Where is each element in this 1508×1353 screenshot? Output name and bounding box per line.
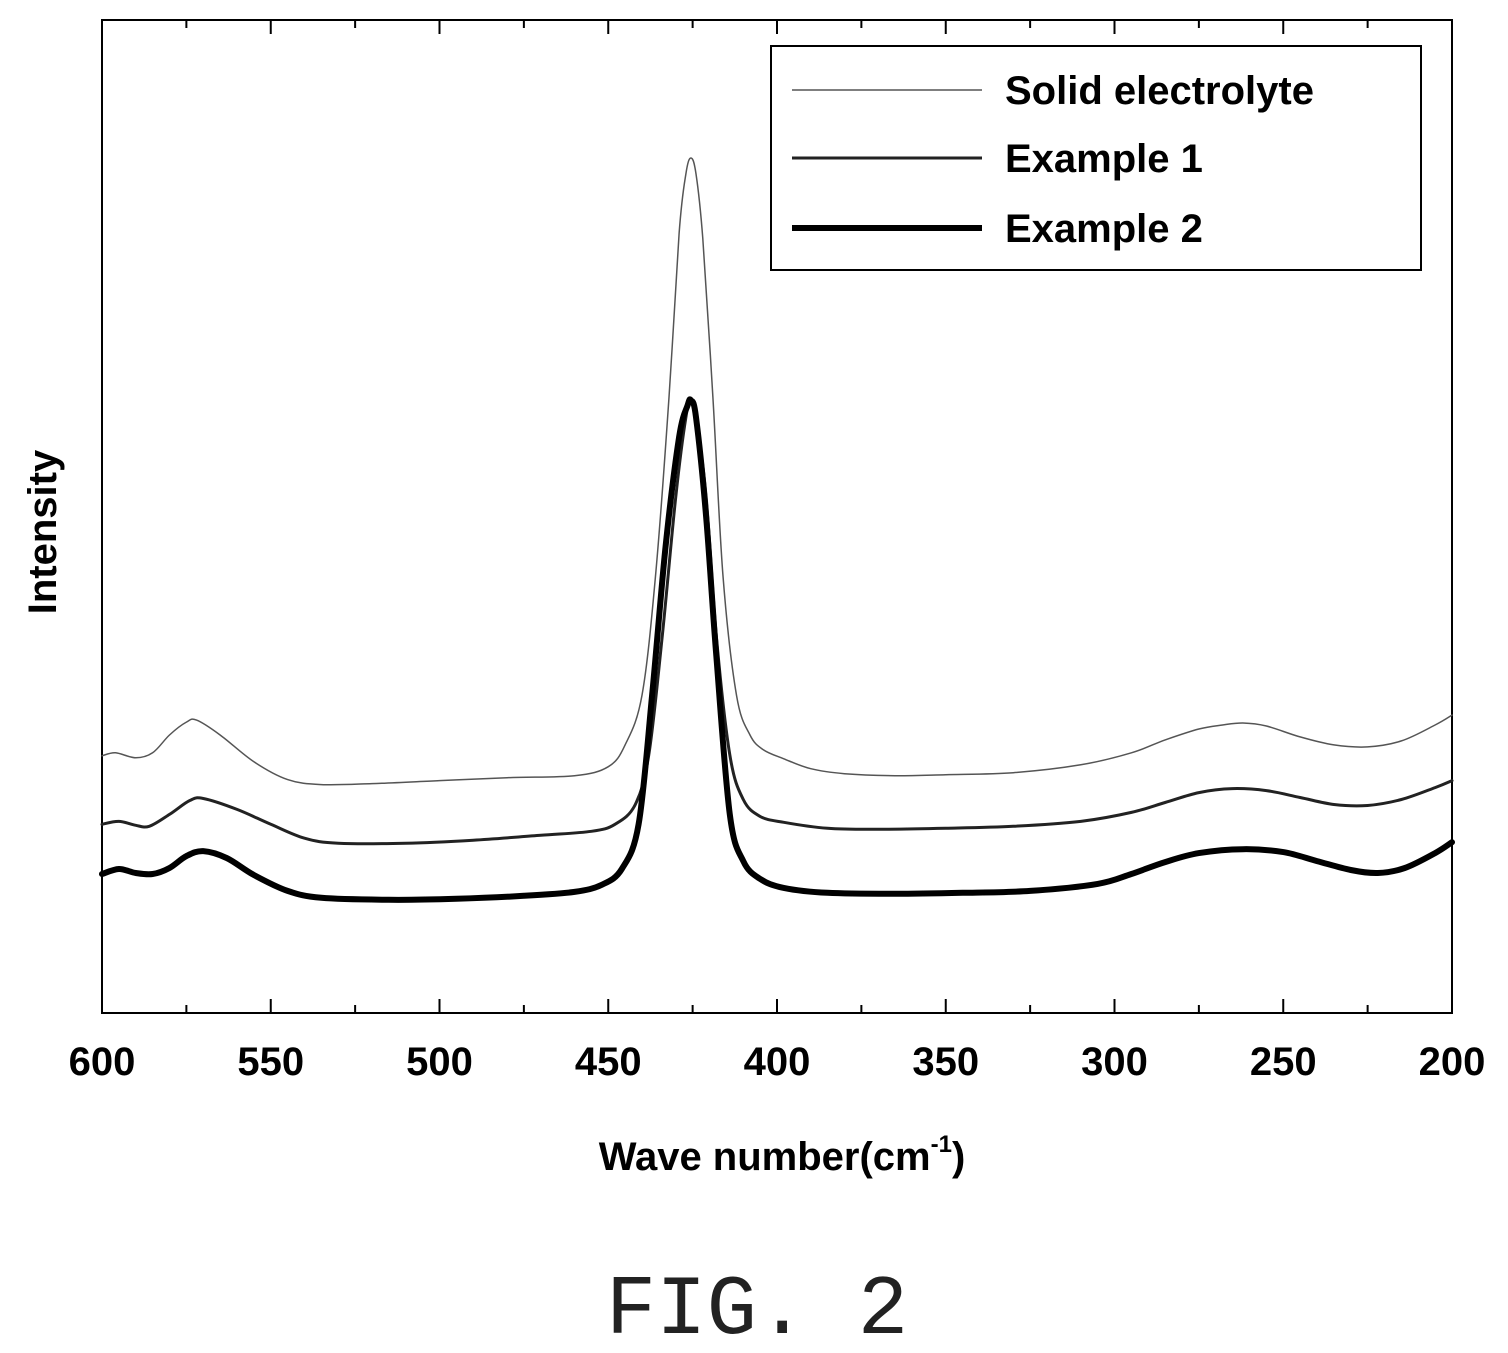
- x-tick-label-400: 400: [744, 1040, 811, 1084]
- figure-caption: FIG. 2: [606, 1264, 908, 1353]
- x-tick-label-550: 550: [237, 1040, 304, 1084]
- x-axis-label: Wave number(cm-1): [599, 1131, 966, 1179]
- legend-label-example-2: Example 2: [1005, 207, 1203, 251]
- x-tick-label-300: 300: [1081, 1040, 1148, 1084]
- x-tick-label-600: 600: [69, 1040, 136, 1084]
- x-tick-label-200: 200: [1419, 1040, 1486, 1084]
- series-line-example-2: [99, 396, 1455, 903]
- legend: Solid electrolyte Example 1 Example 2: [770, 45, 1422, 271]
- series-line-example-1: [100, 398, 1454, 846]
- legend-label-solid-electrolyte: Solid electrolyte: [1005, 69, 1314, 113]
- x-tick-label-450: 450: [575, 1040, 642, 1084]
- x-tick-label-250: 250: [1250, 1040, 1317, 1084]
- y-axis-label: Intensity: [21, 449, 65, 614]
- series-line-solid-electrolyte: [101, 157, 1453, 786]
- x-axis-tick-labels: 600 550 500 450 400 350 300 250 200: [69, 1040, 1486, 1084]
- series-lines: [99, 157, 1455, 903]
- x-tick-label-500: 500: [406, 1040, 473, 1084]
- legend-label-example-1: Example 1: [1005, 137, 1203, 181]
- x-axis-ticks: [101, 20, 1453, 1013]
- x-tick-label-350: 350: [912, 1040, 979, 1084]
